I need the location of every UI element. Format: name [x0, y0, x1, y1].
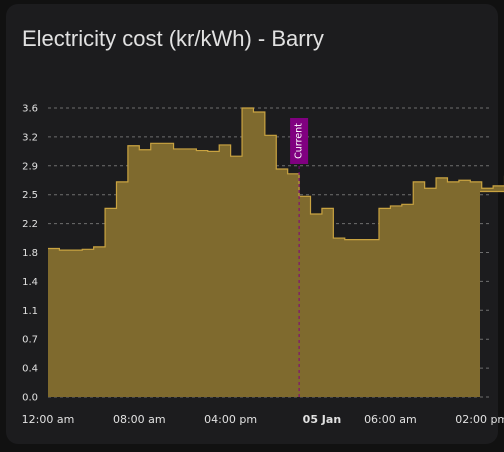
x-axis-ticks: 12:00 am 08:00 am 04:00 pm 05 Jan 06:00 am 02… — [22, 413, 504, 426]
current-time-annotation: Current — [290, 118, 309, 397]
y-tick-label: 1.8 — [22, 248, 38, 259]
x-tick-label: 06:00 am — [364, 413, 417, 426]
y-axis-ticks: 0.0 0.4 0.7 1.1 1.4 1.8 2.2 2.5 2.9 3.2 3.6 — [22, 104, 38, 404]
x-tick-label: 12:00 am — [22, 413, 75, 426]
y-tick-label: 2.9 — [22, 161, 38, 172]
y-tick-label: 0.0 — [22, 393, 38, 404]
card-title: Electricity cost (kr/kWh) - Barry — [22, 26, 324, 51]
x-tick-label: 05 Jan — [303, 413, 341, 426]
y-tick-label: 2.2 — [22, 219, 38, 230]
y-tick-label: 0.4 — [22, 364, 38, 375]
y-tick-label: 2.5 — [22, 190, 38, 201]
y-tick-label: 1.1 — [22, 306, 38, 317]
cost-area[interactable] — [48, 108, 504, 397]
x-tick-label: 08:00 am — [113, 413, 166, 426]
y-tick-label: 3.2 — [22, 132, 38, 143]
current-label-box — [290, 118, 309, 164]
y-tick-label: 1.4 — [22, 277, 38, 288]
x-tick-label: 02:00 pm — [455, 413, 504, 426]
current-label: Current — [294, 123, 305, 159]
cost-line[interactable] — [48, 107, 504, 251]
y-tick-label: 3.6 — [22, 104, 38, 115]
y-tick-label: 0.7 — [22, 335, 38, 346]
x-tick-label: 04:00 pm — [204, 413, 257, 426]
